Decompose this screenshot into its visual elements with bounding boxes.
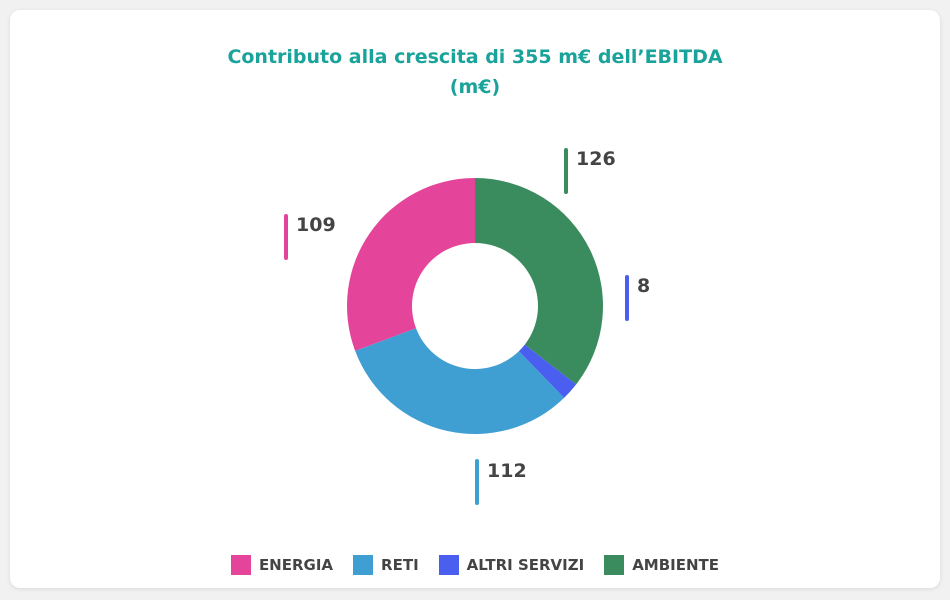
legend-swatch-reti <box>353 555 374 575</box>
legend-swatch-energia <box>230 555 251 575</box>
legend-item-ambiente[interactable]: AMBIENTE <box>604 555 719 575</box>
legend-label-ambiente: AMBIENTE <box>632 556 720 574</box>
slice-ambiente[interactable] <box>475 178 603 385</box>
slice-energia[interactable] <box>347 178 475 351</box>
chart-title-text: Contributo alla crescita di 355 m€ dell’… <box>227 46 723 68</box>
chart-title: Contributo alla crescita di 355 m€ dell’… <box>0 42 950 102</box>
legend-label-altri-servizi: ALTRI SERVIZI <box>466 556 585 574</box>
legend-label-energia: ENERGIA <box>258 556 334 574</box>
legend-swatch-altri-servizi <box>438 555 459 575</box>
legend-item-altri-servizi[interactable]: ALTRI SERVIZI <box>438 555 585 575</box>
legend-item-energia[interactable]: ENERGIA <box>230 555 334 575</box>
data-label-energia: 109 <box>296 214 336 236</box>
chart-legend: ENERGIA RETI ALTRI SERVIZI AMBIENTE <box>0 555 950 575</box>
data-label-reti: 112 <box>487 460 527 482</box>
legend-label-reti: RETI <box>381 556 419 574</box>
legend-swatch-ambiente <box>604 555 625 575</box>
slice-reti[interactable] <box>355 328 565 435</box>
slice-altri-servizi[interactable] <box>518 344 577 398</box>
chart-subtitle-text: (m€) <box>449 76 501 98</box>
data-label-altri-servizi: 8 <box>637 275 650 297</box>
legend-item-reti[interactable]: RETI <box>353 555 419 575</box>
data-label-ambiente: 126 <box>576 148 616 170</box>
